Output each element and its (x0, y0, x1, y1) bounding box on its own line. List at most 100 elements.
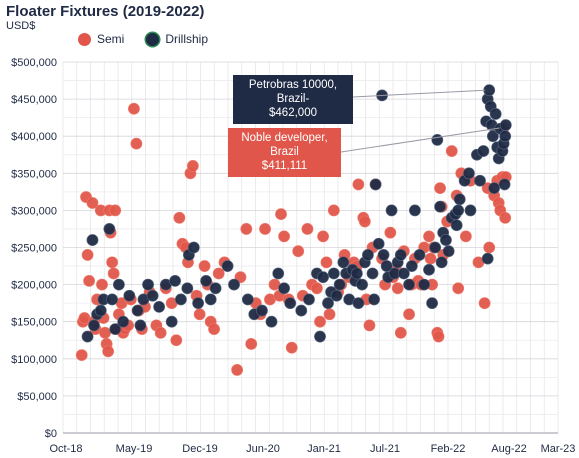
annotation-line: Petrobras 10000, (248, 79, 338, 91)
data-point-drillship (314, 330, 326, 343)
data-point-semi (259, 223, 271, 235)
chart-subtitle: USD$ (6, 20, 36, 32)
data-point-drillship (499, 130, 512, 143)
data-point-semi (130, 137, 143, 150)
data-point-drillship (204, 293, 217, 306)
data-point-drillship (463, 167, 475, 180)
data-point-semi (186, 159, 199, 172)
data-point-semi (170, 334, 183, 347)
data-point-drillship (228, 278, 240, 291)
data-point-drillship (169, 274, 181, 287)
legend-label-drillship: Drillship (165, 32, 209, 46)
data-point-semi (452, 282, 465, 295)
data-point-drillship (405, 260, 418, 272)
data-point-drillship (450, 219, 463, 232)
data-point-drillship (153, 300, 166, 313)
data-point-semi (423, 230, 435, 243)
x-tick-label: Mar-23 (541, 443, 576, 455)
data-point-drillship (483, 84, 496, 97)
data-point-semi (352, 178, 365, 191)
data-point-semi (231, 364, 244, 376)
data-point-drillship (175, 293, 187, 306)
data-point-drillship (431, 134, 444, 146)
data-point-drillship (337, 256, 350, 269)
data-point-drillship (362, 249, 374, 261)
data-point-drillship (487, 130, 499, 143)
data-point-drillship (498, 178, 511, 191)
data-point-drillship (187, 241, 200, 254)
data-point-drillship (303, 293, 315, 306)
data-point-drillship (489, 108, 502, 120)
data-point-semi (240, 223, 253, 235)
data-point-semi (391, 282, 404, 295)
data-point-drillship (327, 267, 340, 280)
data-point-drillship (181, 282, 194, 295)
data-point-drillship (278, 282, 290, 295)
data-point-semi (384, 226, 397, 239)
x-tick-label: May-19 (116, 443, 153, 455)
data-point-drillship (112, 278, 125, 291)
data-point-drillship (452, 204, 465, 217)
y-tick-label: $100,000 (11, 354, 57, 366)
data-point-drillship (209, 282, 222, 295)
y-tick-label: $0 (45, 428, 57, 440)
data-point-semi (478, 297, 491, 310)
annotation-line: $462,000 (269, 107, 317, 119)
data-point-drillship (123, 289, 136, 302)
data-point-drillship (366, 267, 379, 280)
y-tick-label: $50,000 (17, 391, 57, 403)
data-point-semi (275, 208, 287, 221)
data-point-semi (75, 349, 88, 361)
x-tick-label: Oct-18 (49, 443, 82, 455)
data-point-drillship (350, 267, 363, 280)
data-point-drillship (377, 249, 390, 261)
x-tick-label: Aug-22 (491, 443, 526, 455)
data-point-semi (106, 256, 119, 269)
data-point-semi (424, 252, 437, 265)
data-point-drillship (88, 319, 100, 332)
data-point-semi (245, 338, 258, 350)
data-point-drillship (453, 193, 466, 206)
data-point-semi (102, 345, 115, 358)
data-point-drillship (368, 293, 380, 306)
data-point-semi (128, 102, 140, 115)
data-point-semi (173, 211, 186, 224)
data-point-drillship (81, 330, 94, 343)
data-point-semi (285, 341, 298, 354)
data-point-drillship (106, 293, 119, 306)
data-point-semi (317, 230, 329, 243)
data-point-semi (86, 197, 99, 209)
annotation-line: $411,111 (261, 160, 308, 172)
data-point-drillship (435, 256, 448, 269)
data-point-semi (358, 215, 371, 228)
data-point-drillship (330, 289, 343, 302)
data-point-drillship (385, 204, 398, 217)
data-point-drillship (109, 323, 122, 336)
data-point-drillship (272, 267, 285, 280)
data-point-semi (83, 274, 96, 287)
data-point-drillship (241, 293, 254, 306)
annotation-leader-line (340, 127, 500, 153)
data-point-drillship (146, 289, 159, 302)
legend-item-semi: Semi (78, 32, 124, 46)
data-point-drillship (200, 274, 212, 287)
legend-label-semi: Semi (97, 32, 125, 46)
data-point-semi (99, 326, 111, 339)
data-point-semi (327, 204, 340, 217)
data-point-semi (301, 223, 314, 235)
data-point-semi (445, 145, 458, 157)
data-point-drillship (488, 182, 501, 195)
chart-legend: Semi Drillship (78, 32, 208, 46)
data-point-semi (403, 308, 415, 321)
data-point-drillship (103, 223, 116, 235)
data-point-drillship (131, 304, 144, 317)
data-point-drillship (356, 278, 368, 291)
data-point-drillship (369, 178, 382, 191)
data-point-semi (278, 230, 290, 243)
y-tick-label: $150,000 (11, 317, 57, 329)
data-point-drillship (317, 271, 329, 284)
data-point-semi (81, 249, 94, 261)
data-point-drillship (477, 145, 490, 157)
data-point-drillship (397, 267, 410, 280)
